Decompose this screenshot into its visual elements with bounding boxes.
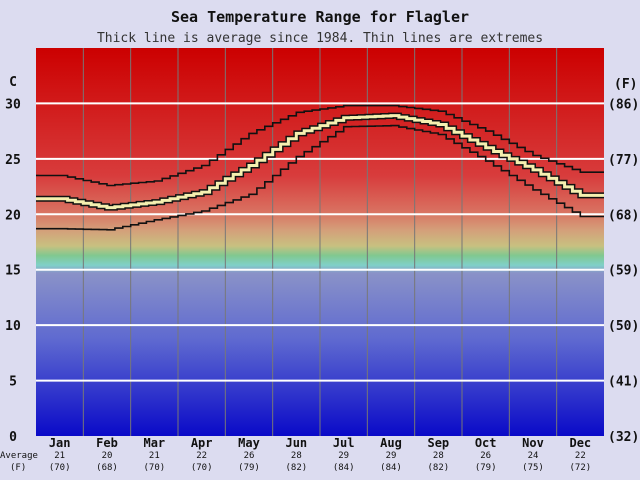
month-average-f: (82) bbox=[285, 463, 307, 473]
month-average-c: 20 bbox=[102, 451, 113, 461]
month-average-c: 22 bbox=[575, 451, 586, 461]
month-average-f: (68) bbox=[96, 463, 118, 473]
y-tick-c-10: 10 bbox=[5, 319, 21, 334]
month-label-oct: Oct bbox=[475, 436, 497, 450]
y-tick-f-10: (50) bbox=[608, 319, 639, 334]
month-average-c: 22 bbox=[196, 451, 207, 461]
month-average-f: (82) bbox=[427, 463, 449, 473]
month-average-c: 21 bbox=[149, 451, 160, 461]
chart-subtitle: Thick line is average since 1984. Thin l… bbox=[97, 31, 543, 46]
month-average-c: 29 bbox=[338, 451, 349, 461]
y-tick-f-30: (86) bbox=[608, 97, 639, 112]
y-tick-f-25: (77) bbox=[608, 153, 639, 168]
y-tick-c-0: 0 bbox=[9, 430, 17, 445]
y-tick-f-0: (32) bbox=[608, 430, 639, 445]
y-tick-c-30: 30 bbox=[5, 97, 21, 112]
y-axis-label-celsius: C bbox=[9, 75, 17, 90]
average-row-label: Average bbox=[0, 451, 38, 461]
month-label-mar: Mar bbox=[143, 436, 165, 450]
month-average-c: 29 bbox=[386, 451, 397, 461]
chart-title: Sea Temperature Range for Flagler bbox=[171, 8, 469, 26]
month-label-jan: Jan bbox=[49, 436, 71, 450]
y-tick-c-20: 20 bbox=[5, 208, 21, 223]
month-label-jul: Jul bbox=[333, 436, 355, 450]
month-label-feb: Feb bbox=[96, 436, 118, 450]
month-label-sep: Sep bbox=[427, 436, 449, 450]
month-average-f: (84) bbox=[333, 463, 355, 473]
month-average-c: 24 bbox=[528, 451, 539, 461]
month-average-f: (79) bbox=[238, 463, 260, 473]
fahrenheit-row-label: (F) bbox=[10, 463, 26, 473]
series-line-average bbox=[35, 114, 604, 210]
month-average-f: (84) bbox=[380, 463, 402, 473]
month-label-jun: Jun bbox=[285, 436, 307, 450]
y-tick-c-5: 5 bbox=[9, 375, 17, 390]
month-average-c: 26 bbox=[480, 451, 491, 461]
series-line-minimum bbox=[35, 124, 604, 231]
month-average-c: 26 bbox=[244, 451, 255, 461]
month-average-c: 28 bbox=[291, 451, 302, 461]
month-average-f: (70) bbox=[49, 463, 71, 473]
month-label-aug: Aug bbox=[380, 436, 402, 450]
month-average-f: (72) bbox=[569, 463, 591, 473]
month-average-f: (75) bbox=[522, 463, 544, 473]
y-tick-f-5: (41) bbox=[608, 375, 639, 390]
month-average-c: 28 bbox=[433, 451, 444, 461]
y-tick-c-15: 15 bbox=[5, 264, 21, 279]
y-tick-c-25: 25 bbox=[5, 153, 21, 168]
series-lines bbox=[35, 104, 604, 231]
month-average-c: 21 bbox=[54, 451, 65, 461]
month-label-apr: Apr bbox=[191, 436, 213, 450]
series-line-maximum bbox=[35, 104, 604, 187]
gridlines bbox=[36, 48, 604, 436]
month-label-nov: Nov bbox=[522, 436, 544, 450]
month-label-may: May bbox=[238, 436, 260, 450]
month-average-f: (70) bbox=[143, 463, 165, 473]
axis-labels: 0 (32) 5 (41) 10 (50) 15 (59) 20 (68) 25 (77) 30 (86)… bbox=[5, 97, 639, 473]
y-tick-f-20: (68) bbox=[608, 208, 639, 223]
month-label-dec: Dec bbox=[569, 436, 591, 450]
month-average-f: (70) bbox=[191, 463, 213, 473]
y-axis-label-fahrenheit: (F) bbox=[614, 77, 637, 92]
y-tick-f-15: (59) bbox=[608, 264, 639, 279]
month-average-f: (79) bbox=[475, 463, 497, 473]
